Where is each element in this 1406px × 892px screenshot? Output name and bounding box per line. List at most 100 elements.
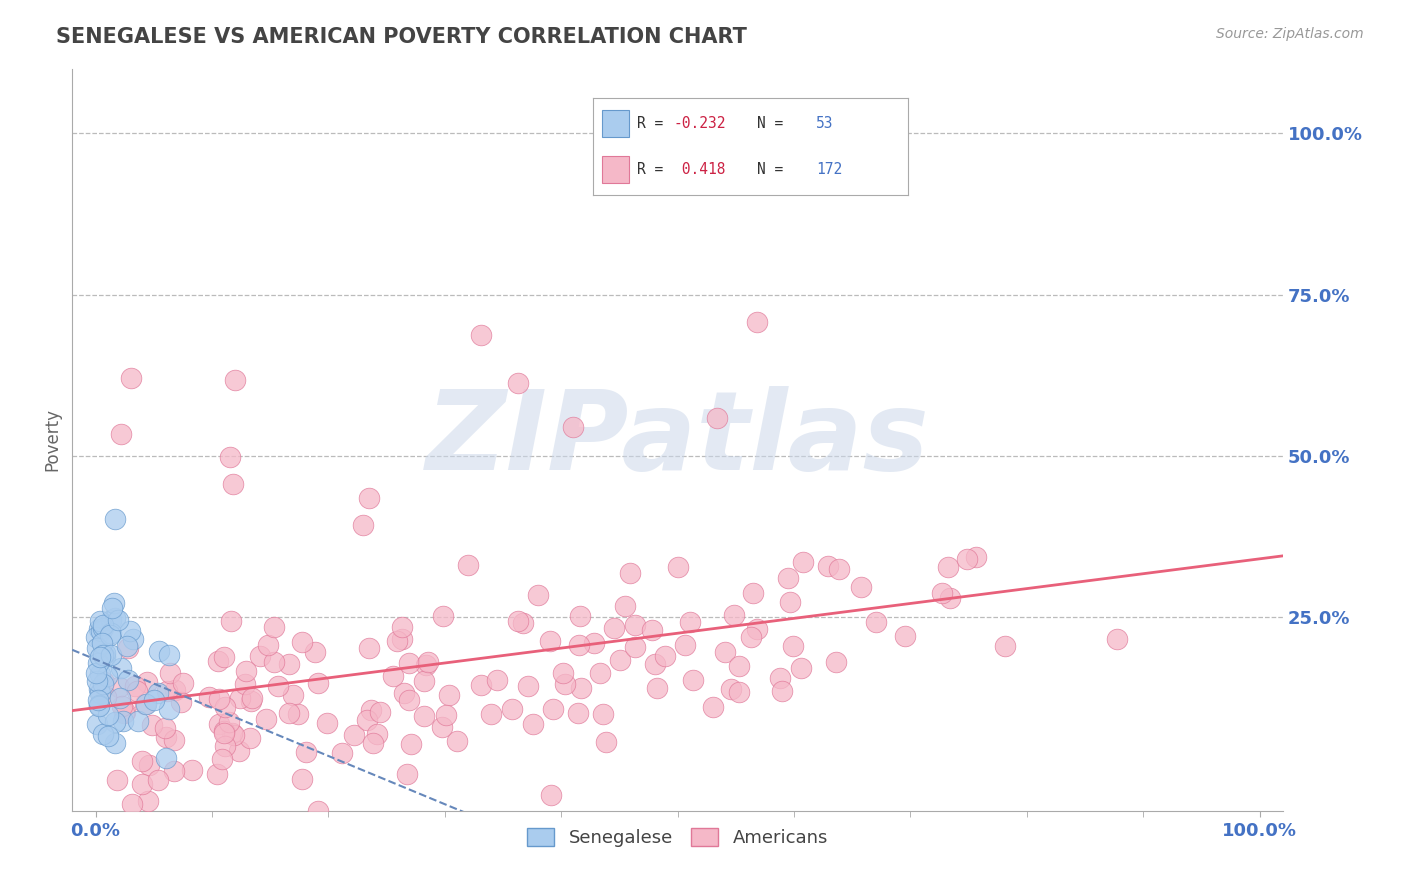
Point — [742, 586, 765, 600]
Point — [679, 615, 702, 629]
Point — [654, 648, 676, 663]
Point — [360, 703, 382, 717]
Point — [89, 614, 111, 628]
Point — [332, 746, 354, 760]
Point — [207, 716, 229, 731]
Point — [117, 640, 139, 655]
Point — [304, 645, 326, 659]
Point — [281, 688, 304, 702]
Point — [553, 665, 575, 680]
Point — [359, 491, 381, 505]
Point — [538, 633, 561, 648]
Point — [817, 558, 839, 573]
Point — [770, 684, 793, 698]
Point — [666, 560, 689, 574]
Point — [644, 657, 666, 671]
Point — [87, 698, 110, 712]
Point — [86, 656, 108, 670]
Point — [159, 665, 181, 680]
Point — [89, 624, 111, 638]
Point — [412, 709, 434, 723]
Point — [779, 595, 801, 609]
Point — [295, 745, 318, 759]
Point — [512, 616, 534, 631]
Point — [214, 739, 236, 753]
Point — [994, 639, 1017, 653]
Point — [112, 706, 135, 720]
Point — [569, 681, 592, 695]
Point — [222, 477, 245, 491]
Point — [290, 634, 312, 648]
Point — [595, 735, 617, 749]
Point — [702, 699, 724, 714]
Point — [91, 618, 114, 632]
Point — [110, 661, 132, 675]
Point — [134, 697, 156, 711]
Point — [180, 763, 202, 777]
Point — [242, 691, 264, 706]
Point — [437, 688, 460, 702]
Point — [569, 609, 592, 624]
Point — [120, 371, 142, 385]
Point — [391, 620, 413, 634]
Point — [100, 613, 122, 627]
Point — [790, 661, 813, 675]
Point — [714, 645, 737, 659]
Point — [110, 426, 132, 441]
Point — [114, 706, 136, 720]
Point — [647, 681, 669, 695]
Text: ZIPatlas: ZIPatlas — [426, 386, 929, 493]
Point — [131, 754, 153, 768]
Point — [89, 686, 111, 700]
Point — [343, 728, 366, 742]
Point — [728, 659, 751, 673]
Point — [415, 657, 437, 672]
Point — [229, 690, 252, 705]
Point — [115, 639, 138, 653]
Point — [956, 552, 979, 566]
Point — [673, 638, 696, 652]
Point — [506, 376, 529, 390]
Point — [170, 694, 193, 708]
Point — [91, 677, 114, 691]
Point — [413, 673, 436, 688]
Point — [221, 726, 243, 740]
Point — [212, 650, 235, 665]
Point — [136, 794, 159, 808]
Point — [745, 315, 768, 329]
Point — [740, 631, 762, 645]
Point — [172, 676, 194, 690]
Point — [825, 655, 848, 669]
Point — [436, 708, 458, 723]
Point — [103, 596, 125, 610]
Point — [100, 626, 122, 640]
Point — [141, 718, 163, 732]
Point — [112, 714, 135, 728]
Point — [157, 648, 180, 662]
Point — [219, 450, 242, 465]
Point — [589, 665, 612, 680]
Point — [219, 615, 242, 629]
Point — [479, 707, 502, 722]
Point — [87, 681, 110, 696]
Point — [682, 673, 704, 687]
Point — [728, 685, 751, 699]
Point — [965, 549, 987, 564]
Y-axis label: Poverty: Poverty — [44, 409, 60, 471]
Point — [315, 715, 337, 730]
Point — [91, 621, 114, 635]
Point — [93, 675, 115, 690]
Point — [254, 712, 277, 726]
Point — [104, 512, 127, 526]
Point — [131, 776, 153, 790]
Point — [93, 648, 115, 662]
Point — [849, 580, 872, 594]
Point — [541, 701, 564, 715]
Point — [97, 708, 120, 723]
Point — [86, 674, 108, 689]
Point — [155, 751, 177, 765]
Point — [430, 720, 453, 734]
Point — [307, 676, 329, 690]
Text: SENEGALESE VS AMERICAN POVERTY CORRELATION CHART: SENEGALESE VS AMERICAN POVERTY CORRELATI… — [56, 27, 747, 46]
Point — [91, 727, 114, 741]
